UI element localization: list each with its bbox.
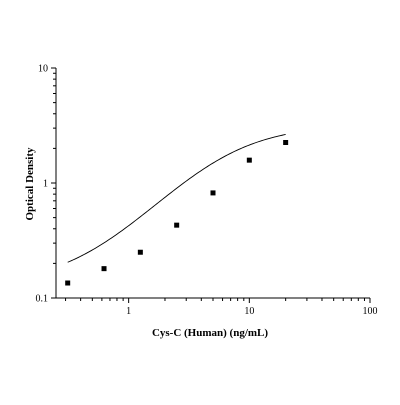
- y-axis-title: Optical Density: [24, 147, 36, 221]
- data-point: [137, 249, 143, 255]
- data-point: [246, 157, 252, 163]
- x-tick-label: 100: [363, 306, 378, 317]
- x-tick-label: 10: [244, 306, 254, 317]
- data-point: [65, 280, 71, 286]
- x-axis-title: Cys-C (Human) (ng/mL): [152, 327, 268, 339]
- data-point: [210, 190, 216, 196]
- y-tick-label: 1: [43, 179, 48, 190]
- fit-curve-line: [67, 134, 286, 263]
- data-point: [101, 266, 107, 272]
- axes: 1 10 100 0.1 1 10: [36, 64, 378, 318]
- data-points: [65, 139, 289, 286]
- data-point: [174, 222, 180, 228]
- y-tick-label: 0.1: [36, 294, 49, 305]
- data-point: [283, 139, 289, 145]
- x-tick-label: 1: [126, 306, 131, 317]
- fit-curve-group: [67, 134, 286, 263]
- y-tick-label: 10: [38, 64, 48, 75]
